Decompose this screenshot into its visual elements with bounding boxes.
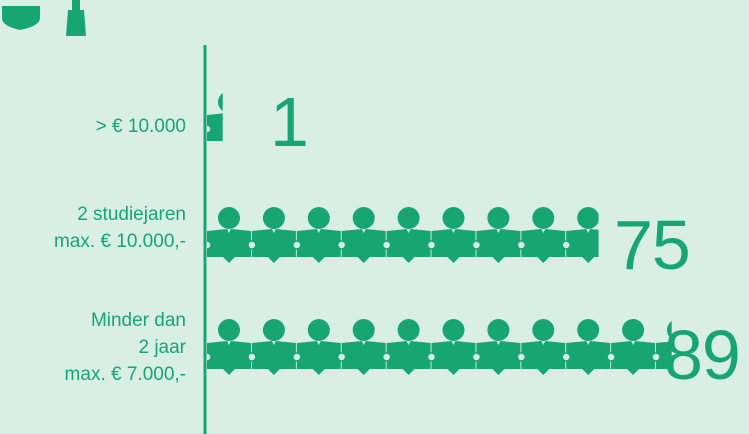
category-label-line: 2 studiejaren	[77, 204, 186, 225]
category-label: 2 studiejaren max. € 10.000,-	[54, 201, 186, 255]
category-label-line: max. € 10.000,-	[53, 231, 186, 252]
bar-1	[207, 92, 223, 141]
category-label: Minder dan 2 jaar max. € 7.000,-	[65, 307, 186, 388]
bar-2	[207, 207, 599, 263]
value-label: 75	[614, 206, 691, 284]
category-label-line: Minder dan	[90, 310, 186, 331]
category-label-line: max. € 7.000,-	[64, 364, 186, 385]
value-label: 89	[664, 316, 741, 394]
category-label-line: > € 10.000	[95, 116, 186, 137]
category-label-line: 2 jaar	[138, 337, 186, 358]
value-label: 1	[270, 83, 309, 161]
category-label: > € 10.000	[96, 113, 186, 140]
graduation-cap-icon	[2, 0, 86, 36]
bar-3	[207, 319, 672, 375]
